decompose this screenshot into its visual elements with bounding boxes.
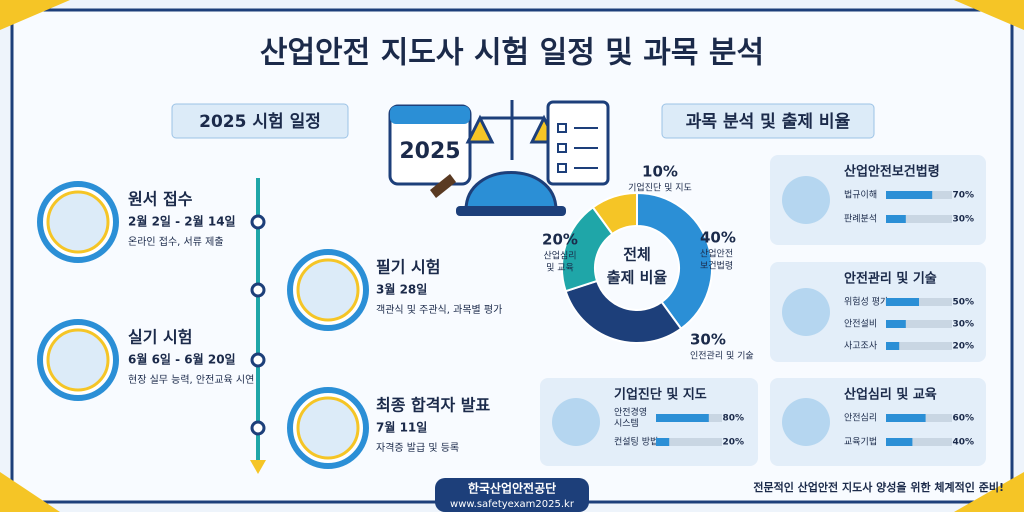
row-label: 안전심리 xyxy=(844,413,877,424)
row-value: 30% xyxy=(952,215,974,225)
card xyxy=(770,262,986,362)
bar-track xyxy=(886,438,952,446)
schedule-heading: 2025 시험 일정 xyxy=(199,111,321,132)
icon-inner xyxy=(296,258,360,322)
step-desc: 온라인 접수, 서류 제출 xyxy=(128,236,224,248)
card-icon xyxy=(782,288,830,336)
card-title: 안전관리 및 기술 xyxy=(844,271,937,287)
row-label: 사고조사 xyxy=(844,341,878,352)
card-icon xyxy=(782,176,830,224)
row-value: 20% xyxy=(722,438,744,448)
card-icon xyxy=(552,398,600,446)
card-icon xyxy=(782,398,830,446)
slogan: 전문적인 산업안전 지도사 양성을 위한 체계적인 준비! xyxy=(753,480,1004,494)
row-value: 70% xyxy=(952,191,974,201)
bar xyxy=(886,414,926,422)
row-label: 위험성 평가 xyxy=(844,297,888,308)
timeline-node xyxy=(250,214,266,230)
icon-inner xyxy=(46,328,110,392)
row-label: 시스템 xyxy=(614,417,639,429)
card-title: 산업안전보건법령 xyxy=(844,164,940,180)
step-date: 2월 2일 - 2월 14일 xyxy=(128,214,236,229)
bar xyxy=(656,438,670,446)
segment-percent: 30% xyxy=(690,331,726,349)
step-name: 최종 합격자 발표 xyxy=(376,396,490,415)
bar-track xyxy=(886,342,952,350)
row-label: 안전설비 xyxy=(844,319,877,330)
step-desc: 객관식 및 주관식, 과목별 평가 xyxy=(376,304,502,316)
step-desc: 현장 실무 능력, 안전교육 시연 xyxy=(128,374,254,386)
footer-url: www.safetyexam2025.kr xyxy=(450,499,575,510)
heading-box xyxy=(661,103,875,139)
donut-segment xyxy=(564,279,683,344)
row-value: 50% xyxy=(952,298,974,308)
bar-track xyxy=(656,438,722,446)
step-date: 7월 11일 xyxy=(376,420,427,435)
footer-org: 한국산업안전공단 xyxy=(468,481,556,496)
heading-box xyxy=(171,103,349,139)
year: 2025 xyxy=(399,139,460,164)
row-label: 법규이해 xyxy=(844,190,877,201)
bar xyxy=(886,320,906,328)
card-title: 산업심리 및 교육 xyxy=(844,387,937,403)
timeline-node xyxy=(250,352,266,368)
title: 산업안전 지도사 시험 일정 및 과목 분석 xyxy=(260,36,764,71)
timeline-arrow xyxy=(250,460,266,474)
segment-percent: 10% xyxy=(642,163,678,181)
bar xyxy=(886,191,933,199)
step-name: 필기 시험 xyxy=(376,258,440,277)
analysis-heading: 과목 분석 및 출제 비율 xyxy=(686,112,851,132)
timeline-node xyxy=(250,420,266,436)
segment-label: 기업진단 및 지도 xyxy=(628,182,692,194)
bar-track xyxy=(886,215,952,223)
bar xyxy=(886,342,900,350)
timeline-node xyxy=(250,282,266,298)
bar xyxy=(656,414,709,422)
segment-label: 인전관리 및 기술 xyxy=(690,350,754,362)
step-name: 실기 시험 xyxy=(128,328,192,347)
bar xyxy=(886,438,913,446)
segment-label: 산업안전 xyxy=(700,249,733,260)
segment-percent: 40% xyxy=(700,229,736,247)
row-label: 컨설팅 방법 xyxy=(614,437,658,448)
donut-segment xyxy=(636,191,713,331)
row-label: 안전경영 xyxy=(614,406,647,418)
segment-label: 산업심리 xyxy=(543,251,576,262)
row-value: 40% xyxy=(952,438,974,448)
row-value: 20% xyxy=(952,342,974,352)
icon-inner xyxy=(296,396,360,460)
footer-badge xyxy=(435,478,589,512)
segment-label: 및 교육 xyxy=(546,262,574,274)
step-desc: 자격증 발급 및 등록 xyxy=(376,441,459,454)
row-value: 80% xyxy=(722,414,744,424)
card-title: 기업진단 및 지도 xyxy=(614,387,707,403)
donut-segment xyxy=(591,191,638,236)
row-label: 판례분석 xyxy=(844,214,877,225)
step-date: 3월 28일 xyxy=(376,282,427,297)
segment-percent: 20% xyxy=(542,231,578,249)
illustration xyxy=(388,100,610,216)
row-value: 30% xyxy=(952,320,974,330)
icon-inner xyxy=(46,190,110,254)
bar-track xyxy=(886,320,952,328)
row-value: 60% xyxy=(952,414,974,424)
step-name: 원서 접수 xyxy=(128,190,193,209)
bar xyxy=(886,215,906,223)
bar xyxy=(886,298,919,306)
donut-center: 출제 비율 xyxy=(607,269,668,287)
donut-center: 전체 xyxy=(623,246,651,264)
step-date: 6월 6일 - 6월 20일 xyxy=(128,352,236,367)
row-label: 교육기법 xyxy=(844,437,877,448)
segment-label: 보건법령 xyxy=(700,260,733,272)
